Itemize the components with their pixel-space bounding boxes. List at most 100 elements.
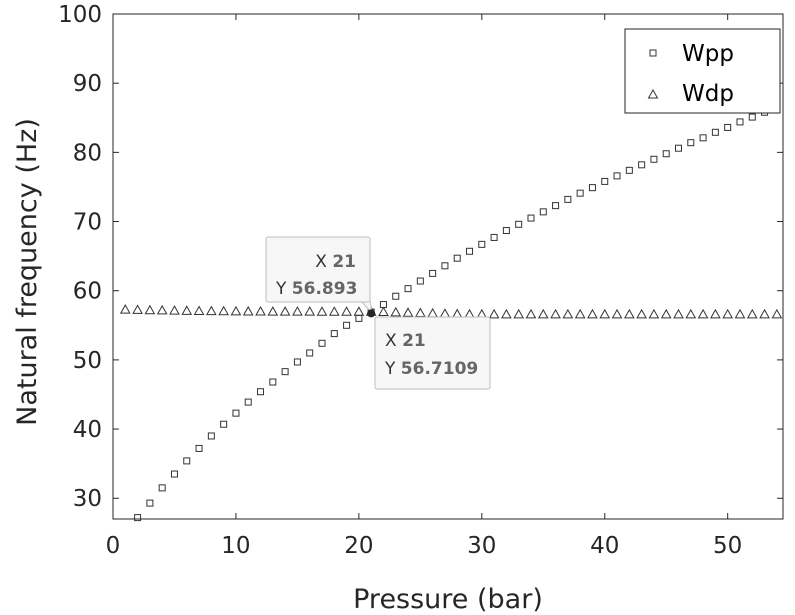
wdp-point (414, 307, 426, 318)
wpp-point (638, 161, 646, 169)
tick-layer: 0 10 20 30 40 50 30 40 50 60 70 80 90 100 (58, 2, 783, 559)
wdp-point (525, 308, 537, 319)
datatip-wpp-x-value: 21 (402, 331, 426, 351)
wpp-point (257, 388, 265, 396)
wdp-point (722, 308, 734, 319)
datatip-wdp-y-label: Y (275, 279, 287, 299)
y-tick-label: 60 (73, 279, 102, 305)
wdp-point (132, 304, 143, 314)
wpp-point (281, 368, 289, 376)
wpp-point (453, 254, 461, 262)
wdp-point (218, 305, 229, 316)
datatip-wdp-x-label: X (315, 252, 327, 272)
wpp-point (588, 184, 596, 192)
series-layer (119, 103, 783, 522)
wdp-point (328, 306, 340, 316)
wdp-point (537, 308, 549, 319)
y-tick-label: 50 (73, 348, 102, 374)
wpp-point (170, 470, 178, 478)
wpp-point (293, 358, 301, 366)
datatip-wpp-x-label: X (385, 331, 397, 351)
wpp-point (576, 189, 584, 197)
y-axis-label: Natural frequency (Hz) (12, 118, 43, 426)
wpp-point (269, 378, 277, 386)
datatip-wpp-y: Y 56.7109 (384, 359, 478, 379)
wdp-point (587, 308, 598, 319)
datatip-wpp-x: X 21 (385, 331, 426, 351)
wpp-point (478, 240, 486, 248)
wdp-point (611, 308, 623, 319)
wpp-point (466, 247, 474, 255)
wdp-point (488, 308, 500, 319)
wdp-point (169, 305, 180, 315)
wpp-point (232, 409, 240, 417)
datatip-wdp-x-value: 21 (332, 252, 356, 272)
wpp-point (183, 457, 191, 465)
wdp-point (513, 308, 525, 319)
wpp-point (675, 144, 683, 152)
datatip-wdp[interactable]: X 21 Y 56.893 (265, 236, 373, 315)
wdp-point (574, 308, 586, 319)
wpp-point (134, 514, 142, 522)
datatip-point[interactable] (367, 309, 376, 318)
wpp-point (662, 150, 670, 158)
wpp-point (490, 233, 498, 241)
wpp-point (416, 277, 424, 285)
wdp-point (341, 306, 352, 316)
wpp-point (441, 262, 449, 270)
datatip-wdp-y-value: 56.893 (292, 279, 358, 299)
datatip-wpp-y-value: 56.7109 (401, 359, 478, 379)
wpp-point (527, 214, 535, 222)
wdp-point (439, 308, 451, 318)
y-tick-label: 100 (58, 2, 102, 28)
wdp-point (746, 308, 758, 319)
legend-wdp-label: Wdp (682, 81, 734, 107)
wpp-point (601, 177, 609, 185)
wdp-point (230, 305, 242, 316)
wdp-point (685, 308, 697, 319)
plot-frame (112, 13, 784, 520)
wdp-point (648, 308, 660, 319)
wpp-point (736, 118, 744, 126)
x-axis-label: Pressure (bar) (353, 584, 543, 615)
wpp-point (404, 285, 412, 293)
x-tick-label: 40 (590, 533, 619, 559)
legend-wpp-label: Wpp (682, 41, 734, 67)
y-tick-label: 90 (73, 71, 102, 97)
wdp-point (451, 308, 463, 319)
wdp-point (242, 305, 254, 316)
wdp-point (292, 306, 303, 316)
datatip-wpp[interactable]: X 21 Y 56.7109 (374, 316, 491, 390)
wpp-point (564, 195, 572, 203)
x-tick-label: 30 (467, 533, 496, 559)
wdp-point (427, 307, 438, 318)
wdp-point (267, 306, 279, 316)
wdp-point (660, 308, 672, 319)
legend-wdp-marker (647, 88, 659, 99)
wpp-point (687, 139, 695, 147)
legend: Wpp Wdp (624, 28, 781, 114)
wdp-point (193, 305, 205, 315)
wdp-point (697, 308, 709, 319)
legend-wpp-marker (649, 49, 657, 57)
wdp-point (734, 308, 746, 319)
wpp-point (552, 202, 560, 210)
wdp-point (205, 305, 217, 316)
wpp-point (699, 134, 707, 142)
x-tick-label: 50 (713, 533, 742, 559)
wpp-point (306, 349, 314, 357)
wdp-point (402, 307, 414, 317)
series-wpp (134, 103, 781, 522)
wpp-point (207, 432, 215, 440)
wdp-point (378, 306, 389, 317)
wdp-point (673, 308, 684, 319)
wpp-point (244, 398, 252, 406)
x-tick-label: 0 (106, 533, 121, 559)
wdp-point (636, 308, 647, 319)
x-tick-label: 10 (221, 533, 250, 559)
wpp-point (613, 172, 621, 180)
wdp-point (119, 304, 131, 314)
wdp-point (255, 305, 266, 316)
datatip-wpp-box (374, 316, 491, 390)
